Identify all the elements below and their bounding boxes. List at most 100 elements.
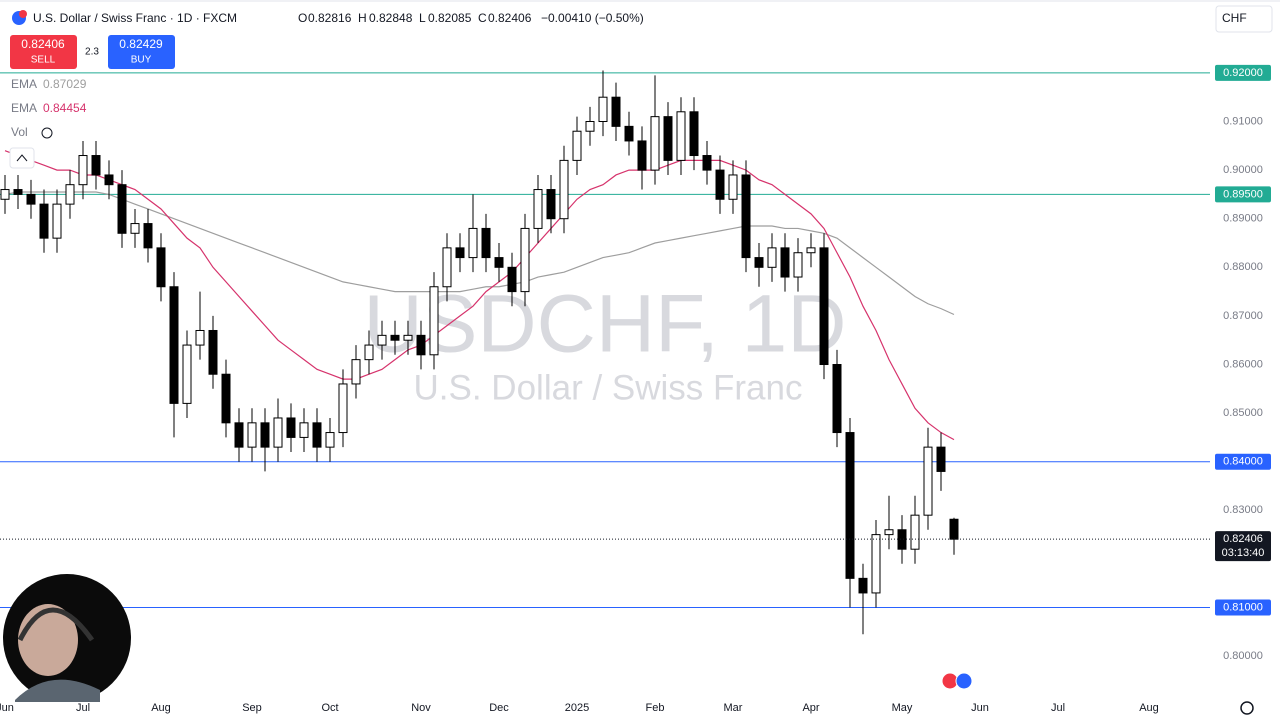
candle-body	[949, 518, 959, 540]
x-tick-label: Jul	[76, 702, 90, 714]
candle-body	[0, 189, 10, 200]
ohlc-label: H	[358, 11, 367, 25]
y-tick-label: 0.86000	[1223, 358, 1263, 370]
candle-body	[234, 422, 244, 448]
candle-body	[806, 247, 816, 254]
candle-body	[507, 266, 517, 293]
candle-body	[377, 334, 387, 346]
currency[interactable]: CHF	[1222, 11, 1247, 25]
candle-body	[650, 116, 660, 171]
candle-body	[468, 227, 478, 259]
ohlc-value: 0.82406	[488, 11, 532, 25]
candle-body	[260, 422, 270, 448]
candle-body	[13, 189, 23, 195]
candle-body	[910, 514, 920, 550]
candle-body	[611, 96, 621, 127]
level-label: 0.92000	[1223, 67, 1263, 79]
trade-buttons: 0.82406 SELL 2.3 0.82429 BUY	[10, 35, 175, 69]
candle-body	[676, 111, 686, 161]
candle-body	[767, 247, 777, 268]
candle-body	[156, 247, 166, 288]
candle-body	[429, 286, 439, 356]
x-tick-label: 2025	[565, 702, 589, 714]
axis-labels: 0.91000 0.90000 0.89000 0.88000 0.87000 0.860…	[0, 64, 1271, 714]
candle-body	[143, 223, 153, 249]
level-tag	[1215, 599, 1271, 616]
buy-button[interactable]	[108, 35, 175, 69]
candle-body	[390, 334, 400, 341]
candle-body	[39, 203, 49, 239]
y-tick-label: 0.87000	[1223, 310, 1263, 322]
level-tag	[1215, 453, 1271, 470]
symbol-icon	[19, 10, 27, 18]
y-tick-label: 0.80000	[1223, 650, 1263, 662]
x-tick-label: Jun	[971, 702, 989, 714]
sell-button[interactable]	[10, 35, 77, 69]
candle-body	[559, 159, 569, 220]
candle-body	[637, 140, 647, 171]
y-tick-label: 0.91000	[1223, 115, 1263, 127]
x-tick-label: Dec	[489, 702, 509, 714]
settings-icon[interactable]	[1240, 701, 1254, 715]
candle-body	[858, 577, 868, 594]
collapse-icon	[16, 154, 28, 162]
candle-body	[520, 227, 530, 293]
candle-body	[728, 174, 738, 200]
candle-body	[702, 155, 712, 171]
level-tag	[1215, 186, 1271, 203]
candle-body	[325, 432, 335, 448]
price-tag	[1215, 531, 1271, 562]
ohlc-value: 0.82085	[428, 11, 472, 25]
x-tick-label: Apr	[802, 702, 819, 714]
candle-body	[273, 417, 283, 448]
watermark-symbol: USDCHF, 1D	[364, 279, 847, 370]
candle-body	[754, 257, 764, 268]
volume-label: Vol	[11, 125, 28, 139]
candle-body	[195, 329, 205, 346]
sell-label[interactable]: SELL	[31, 55, 56, 66]
sell-price[interactable]: 0.82406	[21, 37, 65, 51]
y-tick-label: 0.85000	[1223, 407, 1263, 419]
x-tick-label: Aug	[151, 702, 171, 714]
candle-body	[182, 344, 192, 404]
x-tick-label: Nov	[411, 702, 431, 714]
change: −0.00410 (−0.50%)	[541, 11, 644, 25]
event-flag[interactable]	[955, 672, 973, 690]
candle-body	[442, 247, 452, 288]
candle-body	[338, 383, 348, 434]
buy-price[interactable]: 0.82429	[119, 37, 163, 51]
candle-body	[624, 125, 634, 142]
candle-body	[689, 111, 699, 157]
candle-body	[546, 189, 556, 220]
currency-button[interactable]	[1215, 5, 1273, 33]
candle-body	[936, 446, 946, 472]
candle-body	[533, 189, 543, 229]
webcam-headset	[17, 607, 95, 642]
candle-body	[416, 334, 426, 356]
x-tick-label: May	[892, 702, 913, 714]
y-tick-label: 0.89000	[1223, 213, 1263, 225]
legend-name: EMA	[11, 101, 37, 115]
collapse-button[interactable]	[9, 147, 35, 169]
webcam-body	[15, 679, 100, 702]
level-label: 0.84000	[1223, 456, 1263, 468]
candle-body	[130, 223, 140, 234]
candle-body	[884, 529, 894, 536]
webcam	[3, 574, 131, 702]
x-tick-label: Jun	[0, 702, 14, 714]
legend-value: 0.84454	[43, 101, 87, 115]
legend: Vol EMA 0.87029 EMA 0.84454	[9, 77, 87, 169]
level-tag	[1215, 64, 1271, 81]
ema-line	[4, 150, 955, 441]
ema-line	[4, 191, 955, 316]
eye-icon[interactable]	[41, 127, 53, 139]
x-tick-label: Aug	[1139, 702, 1159, 714]
x-tick-label: Feb	[646, 702, 665, 714]
candle-body	[117, 184, 127, 234]
buy-label[interactable]: BUY	[131, 55, 152, 66]
x-tick-label: Oct	[321, 702, 338, 714]
candle-body	[169, 286, 179, 404]
price-label: 0.82406	[1223, 533, 1263, 545]
